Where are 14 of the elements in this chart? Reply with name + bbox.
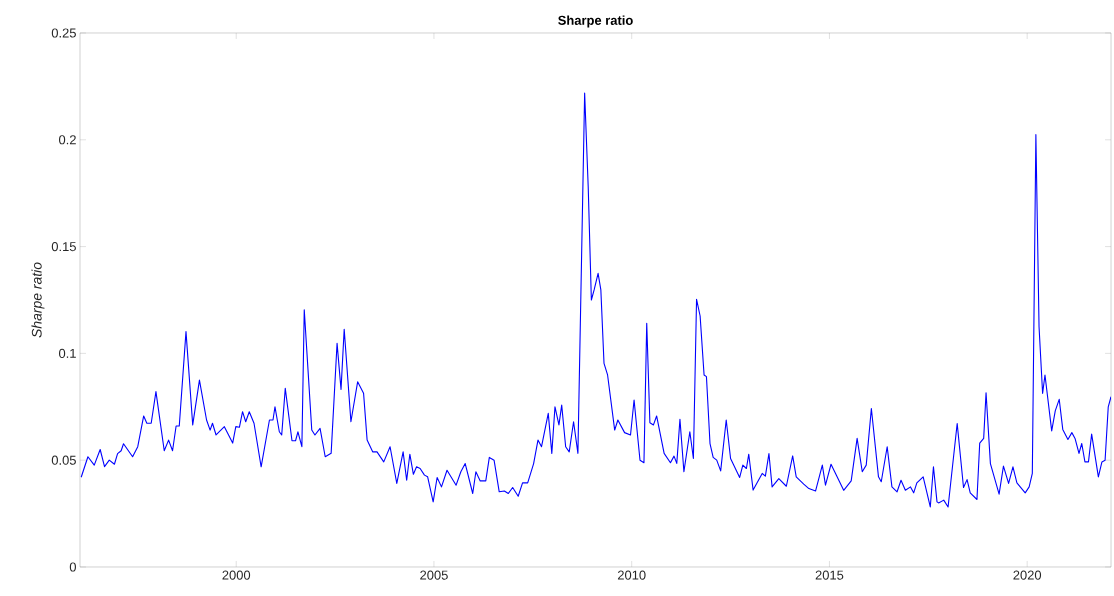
x-tick-label: 2015 <box>815 570 844 580</box>
y-tick-label: 0.05 <box>51 455 76 465</box>
y-tick-label: 0.1 <box>58 348 76 358</box>
x-tick-label: 2010 <box>617 570 646 580</box>
chart-title: Sharpe ratio <box>558 15 633 28</box>
x-tick-label: 2005 <box>420 570 448 580</box>
line-series <box>80 92 1112 508</box>
y-axis-title: Sharpe ratio <box>31 262 45 338</box>
x-tick-label: 2000 <box>222 570 251 580</box>
x-tick-label: 2020 <box>1013 570 1042 580</box>
y-tick-label: 0.25 <box>51 28 76 38</box>
y-tick-label: 0.2 <box>58 135 76 145</box>
y-tick-label: 0 <box>69 562 76 572</box>
y-tick-label: 0.15 <box>51 242 76 252</box>
